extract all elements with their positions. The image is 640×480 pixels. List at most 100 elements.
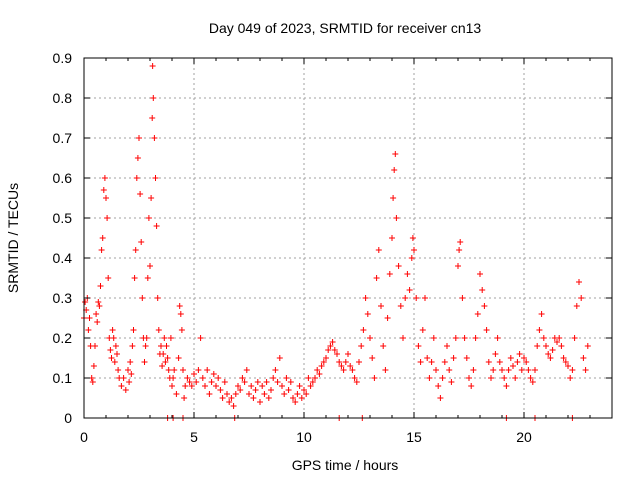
- data-point: [235, 383, 241, 389]
- y-tick-label: 0.1: [53, 370, 73, 386]
- data-point: [132, 247, 139, 253]
- data-point: [512, 375, 519, 381]
- data-point: [501, 375, 508, 381]
- data-point: [510, 363, 516, 369]
- data-point: [141, 359, 148, 365]
- data-point: [188, 383, 195, 389]
- data-point: [263, 379, 270, 385]
- data-point: [305, 375, 312, 381]
- data-point: [283, 375, 290, 381]
- data-point: [163, 343, 170, 349]
- data-point: [303, 391, 310, 397]
- data-point: [167, 335, 174, 341]
- x-tick-label: 20: [516, 429, 532, 445]
- data-point: [145, 215, 152, 221]
- data-point: [226, 399, 233, 405]
- data-point: [580, 355, 587, 361]
- data-point: [391, 167, 398, 173]
- data-point: [494, 335, 501, 341]
- y-tick-label: 0.6: [53, 170, 73, 186]
- data-point: [554, 339, 560, 345]
- data-point: [219, 395, 226, 401]
- data-point: [325, 347, 332, 353]
- data-point: [98, 247, 105, 253]
- data-point: [232, 391, 239, 397]
- data-point: [540, 335, 547, 341]
- data-point: [415, 343, 422, 349]
- data-point: [237, 387, 244, 393]
- data-point: [545, 351, 552, 357]
- data-point: [516, 351, 523, 357]
- data-point: [89, 379, 96, 385]
- data-point: [380, 343, 387, 349]
- data-point: [518, 367, 525, 373]
- data-point: [120, 375, 127, 381]
- data-point: [446, 367, 453, 373]
- data-point: [430, 335, 437, 341]
- data-point: [417, 359, 424, 365]
- data-point: [142, 343, 149, 349]
- data-point: [137, 191, 144, 197]
- data-point: [115, 367, 122, 373]
- y-tick-label: 0.8: [53, 90, 73, 106]
- data-point: [126, 379, 133, 385]
- data-point: [265, 395, 272, 401]
- data-point: [217, 387, 224, 393]
- data-point: [161, 335, 168, 341]
- data-point: [230, 403, 237, 409]
- data-point: [314, 367, 321, 373]
- data-point: [547, 355, 554, 361]
- data-point: [165, 367, 172, 373]
- data-point: [375, 247, 382, 253]
- data-point: [130, 327, 137, 333]
- data-point: [169, 383, 175, 389]
- data-point: [439, 375, 446, 381]
- data-point: [358, 343, 365, 349]
- data-point: [400, 335, 406, 341]
- data-point: [538, 311, 545, 317]
- data-point: [444, 343, 450, 349]
- data-point: [103, 195, 109, 201]
- y-tick-label: 0.9: [53, 50, 73, 66]
- data-point: [128, 371, 135, 377]
- data-point: [353, 379, 360, 385]
- data-point: [158, 343, 164, 349]
- data-point: [567, 375, 574, 381]
- data-point: [107, 347, 114, 353]
- data-point: [149, 115, 156, 121]
- data-point: [224, 391, 230, 397]
- data-point: [347, 363, 354, 369]
- data-point: [378, 303, 384, 309]
- data-point: [164, 355, 171, 361]
- data-point: [149, 63, 156, 69]
- data-point: [99, 235, 106, 241]
- data-point: [100, 187, 107, 193]
- y-tick-label: 0.7: [53, 130, 73, 146]
- data-point: [177, 311, 184, 317]
- data-point: [386, 271, 393, 277]
- data-point: [294, 391, 301, 397]
- data-point: [367, 335, 373, 341]
- data-point: [514, 359, 521, 365]
- data-point: [127, 359, 134, 365]
- data-point: [184, 375, 191, 381]
- plot-frame: [83, 57, 613, 419]
- data-point: [118, 383, 125, 389]
- data-point: [392, 151, 399, 157]
- data-point: [104, 215, 111, 221]
- data-point: [151, 135, 158, 141]
- data-point: [250, 395, 257, 401]
- data-point: [298, 395, 305, 401]
- data-point: [389, 235, 395, 241]
- data-point: [461, 335, 468, 341]
- data-point: [152, 175, 159, 181]
- data-point: [413, 295, 420, 301]
- data-point: [397, 303, 404, 309]
- data-point: [318, 363, 325, 369]
- data-point: [342, 359, 349, 365]
- data-point: [488, 375, 494, 381]
- data-point: [160, 351, 167, 357]
- data-point: [170, 375, 177, 381]
- data-point: [393, 215, 400, 221]
- data-point: [532, 367, 538, 373]
